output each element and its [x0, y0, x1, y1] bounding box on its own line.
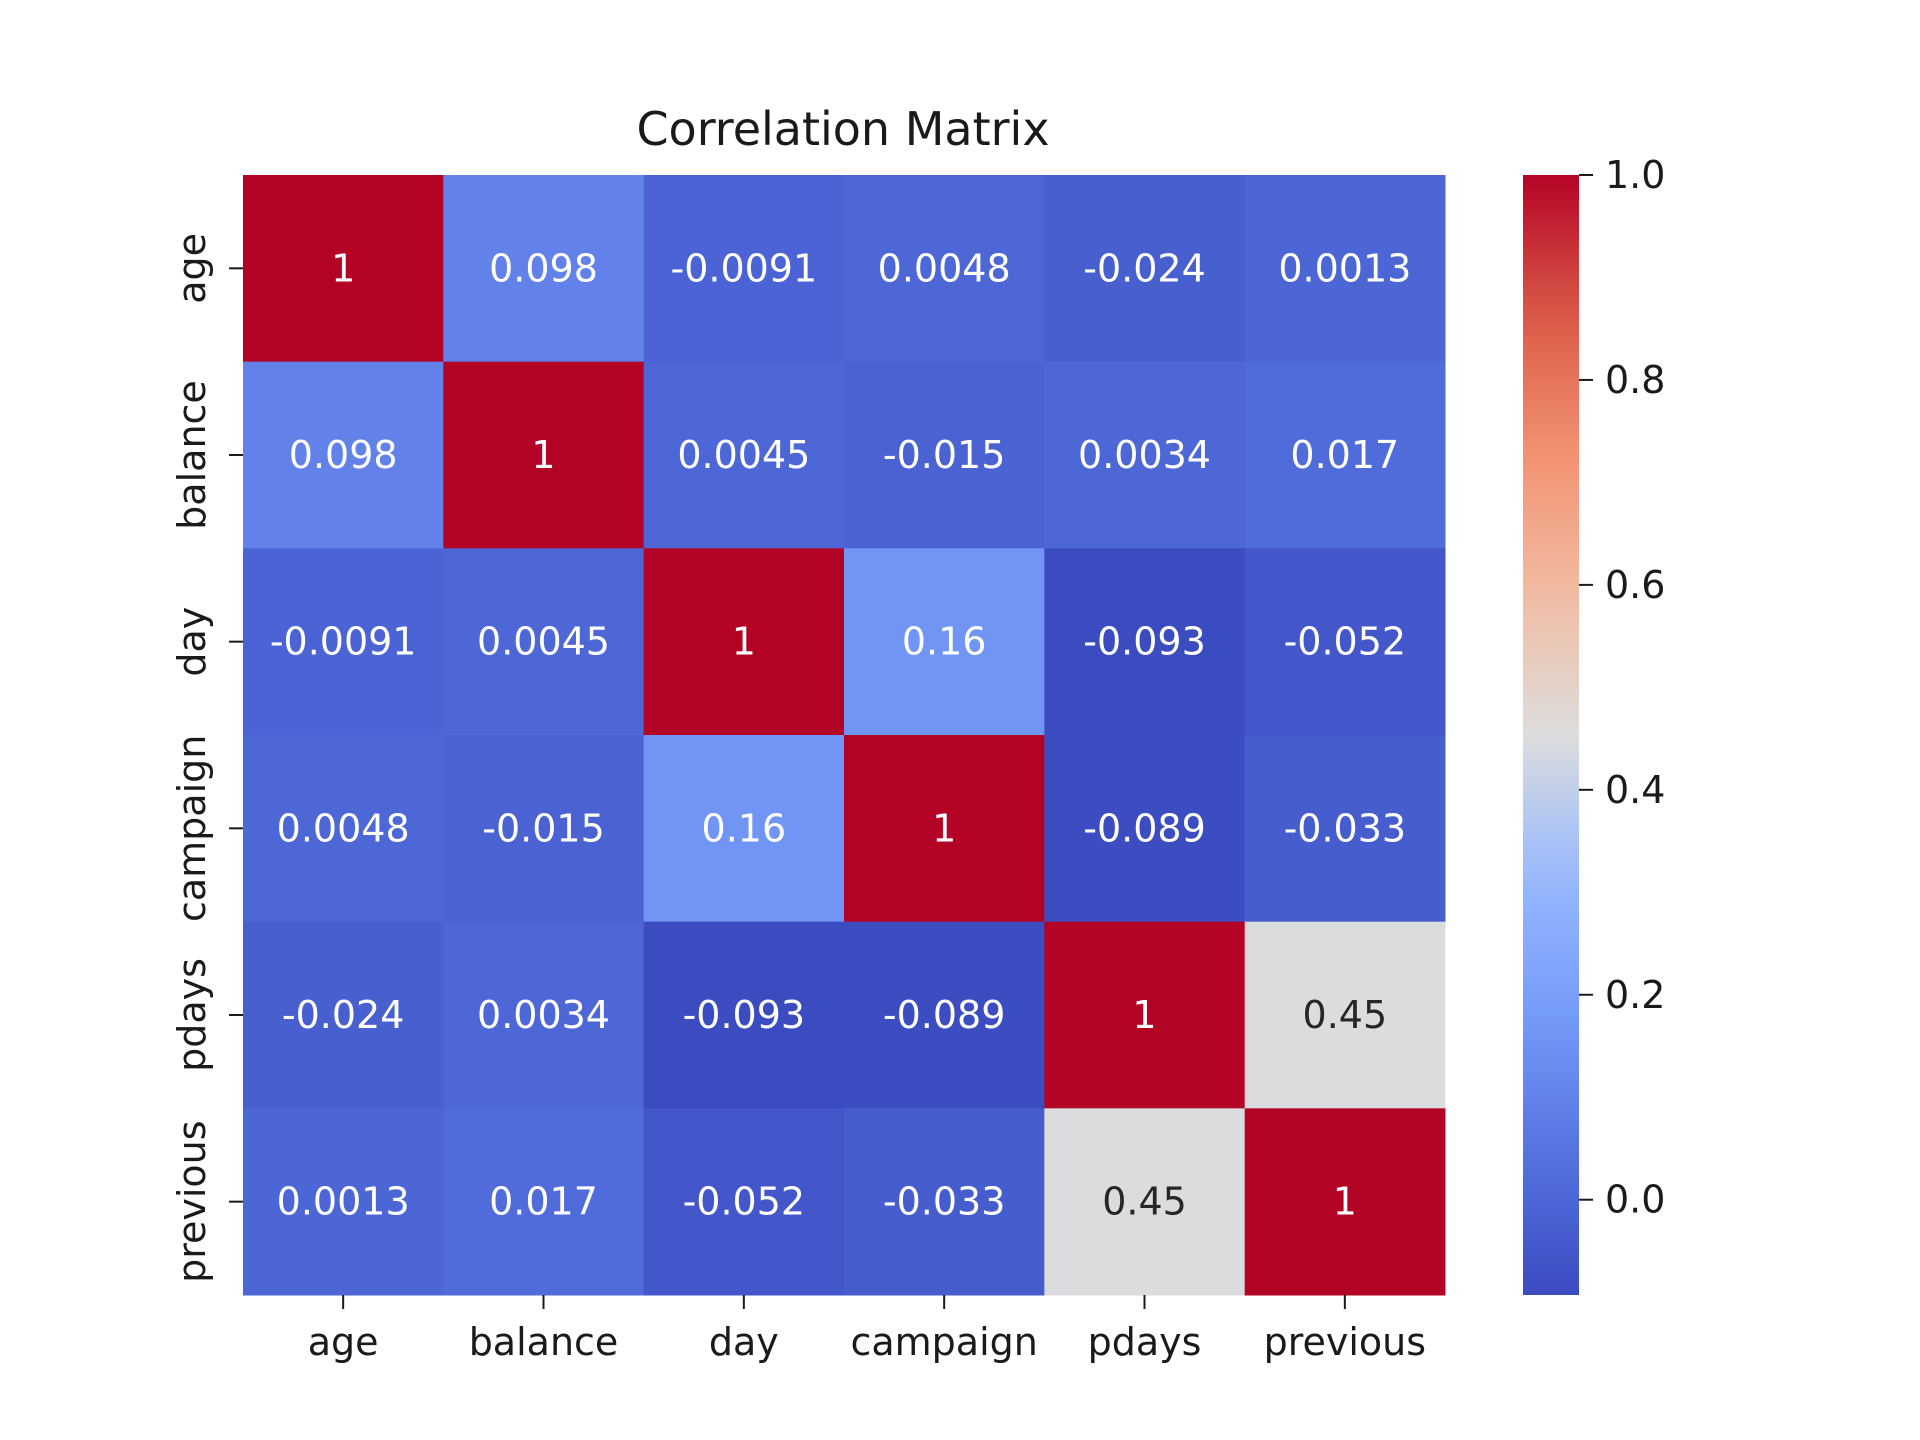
- heatmap-cell-day-campaign: [844, 548, 1045, 736]
- heatmap-annotation-balance-day: 0.0045: [677, 433, 810, 477]
- x-tick-label-previous: previous: [1264, 1320, 1426, 1364]
- heatmap-cell-pdays-balance: [443, 921, 645, 1109]
- heatmap-annotation-balance-previous: 0.017: [1290, 433, 1399, 477]
- heatmap-cell-campaign-day: [643, 735, 845, 923]
- heatmap-annotation-age-pdays: -0.024: [1083, 246, 1206, 290]
- heatmap-cell-pdays-age: [243, 921, 444, 1109]
- heatmap-cell-campaign-balance: [443, 735, 645, 923]
- heatmap-annotation-balance-balance: 1: [531, 433, 555, 477]
- heatmap-annotation-age-day: -0.0091: [670, 246, 817, 290]
- heatmap-cell-day-pdays: [1044, 548, 1246, 736]
- heatmap-cell-previous-previous: [1244, 1108, 1446, 1296]
- heatmap-annotation-balance-pdays: 0.0034: [1078, 433, 1211, 477]
- heatmap-annotation-pdays-previous: 0.45: [1303, 993, 1388, 1037]
- x-axis: age balance day campaign pdays previous: [308, 1295, 1426, 1364]
- heatmap-annotation-day-balance: 0.0045: [477, 620, 610, 664]
- x-tick-label-day: day: [709, 1320, 779, 1364]
- heatmap-cell-balance-day: [643, 361, 845, 549]
- heatmap-cell-previous-balance: [443, 1108, 645, 1296]
- heatmap-cell-previous-age: [243, 1108, 444, 1296]
- heatmap-annotation-pdays-day: -0.093: [683, 993, 806, 1037]
- heatmap-cell-day-day: [643, 548, 845, 736]
- heatmap-annotation-campaign-balance: -0.015: [482, 806, 605, 850]
- colorbar: 0.0 0.2 0.4 0.6 0.8 1.0: [1523, 153, 1665, 1295]
- heatmap-annotation-previous-previous: 1: [1333, 1180, 1357, 1224]
- heatmap-cells: [243, 175, 1446, 1296]
- heatmap-cell-age-pdays: [1044, 175, 1246, 363]
- heatmap-annotation-previous-age: 0.0013: [277, 1180, 410, 1224]
- heatmap-annotation-age-age: 1: [331, 246, 355, 290]
- y-tick-label-campaign: campaign: [170, 735, 214, 922]
- heatmap-cell-campaign-pdays: [1044, 735, 1246, 923]
- heatmap-annotation-balance-age: 0.098: [289, 433, 398, 477]
- heatmap-annotation-age-balance: 0.098: [489, 246, 598, 290]
- x-tick-label-campaign: campaign: [850, 1320, 1037, 1364]
- heatmap-annotation-previous-pdays: 0.45: [1102, 1180, 1187, 1224]
- heatmap-annotation-balance-campaign: -0.015: [883, 433, 1006, 477]
- heatmap-annotation-pdays-balance: 0.0034: [477, 993, 610, 1037]
- heatmap-cell-age-balance: [443, 175, 645, 363]
- heatmap-annotation-day-previous: -0.052: [1284, 620, 1407, 664]
- colorbar-tick-label-0.2: 0.2: [1605, 973, 1665, 1017]
- colorbar-tick-label-0.0: 0.0: [1605, 1178, 1665, 1222]
- heatmap-cell-pdays-day: [643, 921, 845, 1109]
- heatmap-annotation-day-day: 1: [732, 620, 756, 664]
- heatmap-annotation-campaign-pdays: -0.089: [1083, 806, 1206, 850]
- heatmap-cell-pdays-campaign: [844, 921, 1045, 1109]
- heatmap-annotation-campaign-previous: -0.033: [1284, 806, 1407, 850]
- heatmap-cell-age-day: [643, 175, 845, 363]
- y-tick-label-age: age: [170, 233, 214, 304]
- heatmap-cell-age-campaign: [844, 175, 1045, 363]
- heatmap-annotation-day-age: -0.0091: [270, 620, 417, 664]
- x-tick-label-pdays: pdays: [1088, 1320, 1202, 1364]
- heatmap-cell-balance-previous: [1244, 361, 1446, 549]
- heatmap-cell-day-age: [243, 548, 444, 736]
- y-axis: age balance day campaign pdays previous: [170, 233, 243, 1283]
- chart-title: Correlation Matrix: [636, 102, 1049, 156]
- heatmap-cell-campaign-previous: [1244, 735, 1446, 923]
- colorbar-tick-label-1.0: 1.0: [1605, 153, 1665, 197]
- heatmap-cell-campaign-age: [243, 735, 444, 923]
- y-tick-label-pdays: pdays: [170, 958, 214, 1072]
- colorbar-tick-label-0.8: 0.8: [1605, 358, 1665, 402]
- heatmap-annotation-pdays-age: -0.024: [282, 993, 405, 1037]
- heatmap-annotation-campaign-age: 0.0048: [277, 806, 410, 850]
- heatmap-cell-age-age: [243, 175, 444, 363]
- heatmap-cell-age-previous: [1244, 175, 1446, 363]
- heatmap-annotation-day-campaign: 0.16: [902, 620, 987, 664]
- heatmap-cell-day-previous: [1244, 548, 1446, 736]
- heatmap-annotation-campaign-day: 0.16: [702, 806, 787, 850]
- heatmap-annotation-age-campaign: 0.0048: [878, 246, 1011, 290]
- heatmap-cell-campaign-campaign: [844, 735, 1045, 923]
- heatmap-cell-balance-balance: [443, 361, 645, 549]
- x-tick-label-balance: balance: [469, 1320, 619, 1364]
- heatmap-annotation-pdays-pdays: 1: [1132, 993, 1156, 1037]
- heatmap-annotation-previous-balance: 0.017: [489, 1180, 598, 1224]
- x-tick-label-age: age: [308, 1320, 379, 1364]
- heatmap-annotation-day-pdays: -0.093: [1083, 620, 1206, 664]
- heatmap-cell-pdays-previous: [1244, 921, 1446, 1109]
- colorbar-tick-label-0.4: 0.4: [1605, 768, 1665, 812]
- heatmap-annotation-previous-campaign: -0.033: [883, 1180, 1006, 1224]
- y-tick-label-balance: balance: [170, 380, 214, 530]
- y-tick-label-previous: previous: [170, 1120, 214, 1282]
- heatmap-cell-balance-age: [243, 361, 444, 549]
- heatmap-annotation-previous-day: -0.052: [683, 1180, 806, 1224]
- heatmap-annotations: 1 0.098 -0.0091 0.0048 -0.024 0.0013 0.098 1 0.0…: [270, 246, 1411, 1223]
- heatmap-cell-balance-pdays: [1044, 361, 1246, 549]
- heatmap-cell-day-balance: [443, 548, 645, 736]
- y-tick-label-day: day: [170, 607, 214, 677]
- heatmap-annotation-campaign-campaign: 1: [932, 806, 956, 850]
- heatmap-annotation-pdays-campaign: -0.089: [883, 993, 1006, 1037]
- heatmap-cell-previous-day: [643, 1108, 845, 1296]
- colorbar-tick-label-0.6: 0.6: [1605, 563, 1665, 607]
- heatmap-cell-pdays-pdays: [1044, 921, 1246, 1109]
- heatmap-annotation-age-previous: 0.0013: [1278, 246, 1411, 290]
- colorbar-gradient: [1523, 175, 1579, 1295]
- heatmap-cell-previous-pdays: [1044, 1108, 1246, 1296]
- heatmap-cell-previous-campaign: [844, 1108, 1045, 1296]
- heatmap-cell-balance-campaign: [844, 361, 1045, 549]
